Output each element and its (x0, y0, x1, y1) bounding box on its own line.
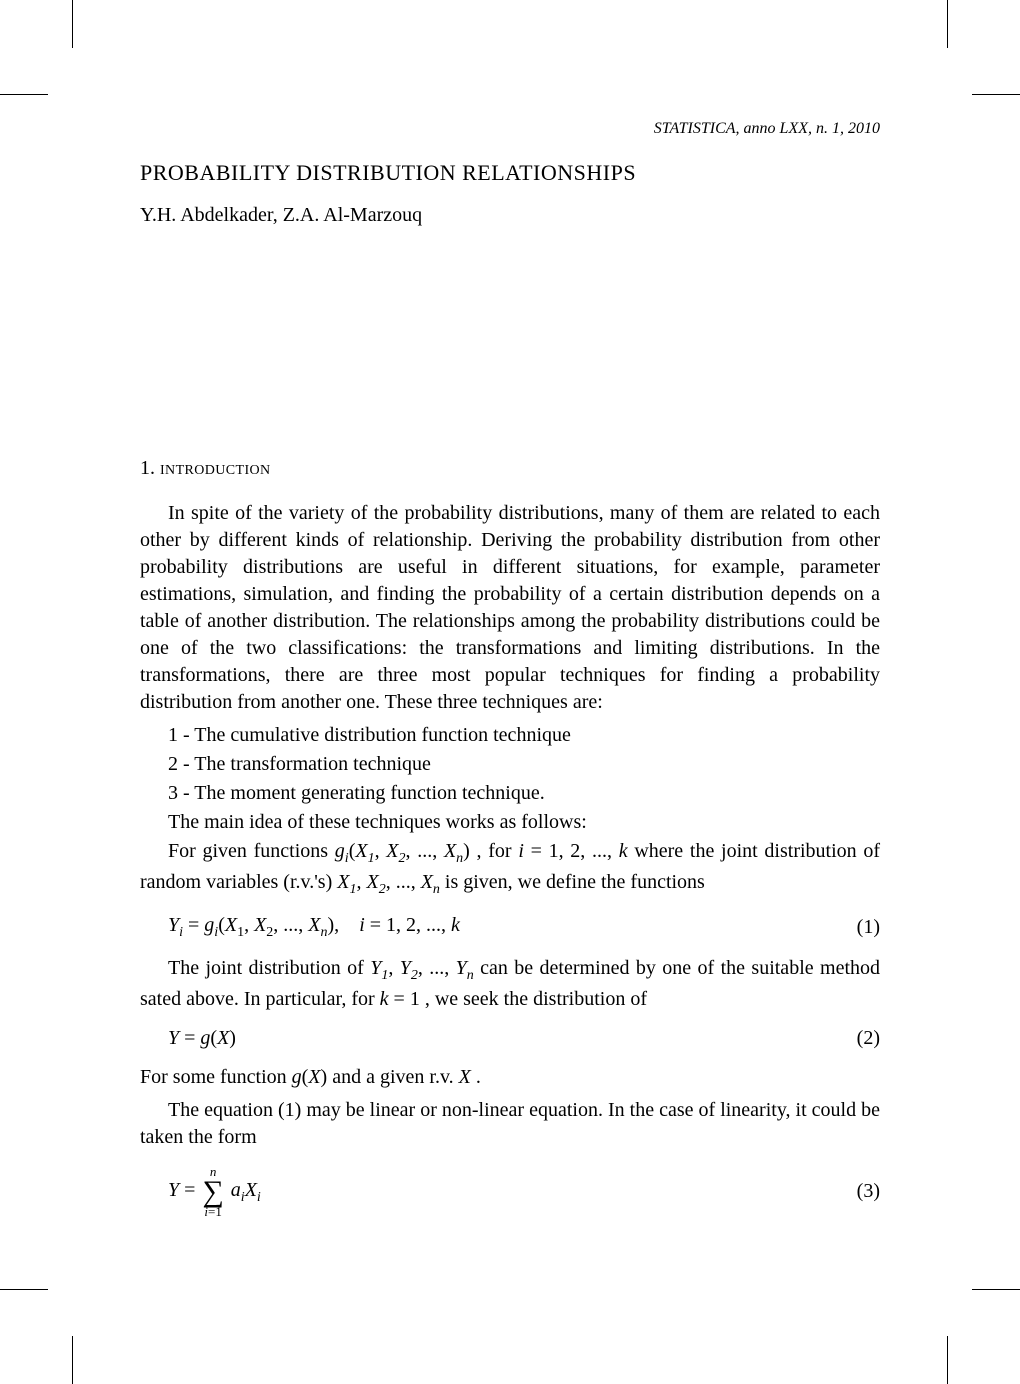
equation-ref: (1) (278, 1099, 301, 1121)
crop-mark (0, 94, 48, 95)
text-run: , we seek the distribution of (420, 988, 647, 1010)
page-content: STATISTICA, anno LXX, n. 1, 2010 PROBABI… (140, 120, 880, 1232)
text-run: For some function (140, 1066, 292, 1088)
paragraph: For some function g(X) and a given r.v. … (140, 1064, 880, 1091)
section-title: introduction (160, 457, 271, 479)
text-run: The joint distribution of (168, 957, 370, 979)
crop-mark (72, 0, 73, 48)
crop-mark (972, 94, 1020, 95)
equation-body: Yi = gi(X1, X2, ..., Xn), i = 1, 2, ...,… (140, 914, 840, 941)
text-run: and a given r.v. (327, 1066, 458, 1088)
math-inline: Y1, Y2, ..., Yn (370, 957, 474, 979)
sigma-icon: ∑ (202, 1178, 223, 1205)
math-inline: g(X) (292, 1066, 328, 1088)
text-run: . (471, 1066, 481, 1088)
equation-number: (3) (840, 1180, 880, 1203)
crop-mark (972, 1289, 1020, 1290)
equation-number: (1) (840, 916, 880, 939)
list-item: 2 - The transformation technique (140, 751, 880, 778)
crop-mark (72, 1336, 73, 1384)
paper-title: PROBABILITY DISTRIBUTION RELATIONSHIPS (140, 160, 880, 186)
paragraph: The joint distribution of Y1, Y2, ..., Y… (140, 955, 880, 1013)
paragraph: For given functions gi(X1, X2, ..., Xn) … (140, 838, 880, 900)
equation-body: Y = g(X) (140, 1027, 840, 1050)
equation-1: Yi = gi(X1, X2, ..., Xn), i = 1, 2, ...,… (140, 914, 880, 941)
text-run: is given, we define the functions (440, 871, 705, 893)
crop-mark (947, 0, 948, 48)
list-item: 3 - The moment generating function techn… (140, 780, 880, 807)
paragraph: In spite of the variety of the probabili… (140, 500, 880, 716)
section-number: 1. (140, 457, 155, 479)
paper-authors: Y.H. Abdelkader, Z.A. Al-Marzouq (140, 204, 880, 227)
sum-lower: i=1 (204, 1205, 221, 1218)
journal-reference: STATISTICA, anno LXX, n. 1, 2010 (140, 120, 880, 138)
section-heading: 1. introduction (140, 457, 880, 480)
equation-body: Y = n ∑ i=1 aiXi (140, 1165, 840, 1218)
equation-2: Y = g(X) (2) (140, 1027, 880, 1050)
math-inline: X1, X2, ..., Xn (337, 871, 440, 893)
text-run: , for (470, 840, 518, 862)
crop-mark (0, 1289, 48, 1290)
math-inline: i = 1, 2, ..., k (518, 840, 627, 862)
crop-mark (947, 1336, 948, 1384)
equation-3: Y = n ∑ i=1 aiXi (3) (140, 1165, 880, 1218)
list-item: 1 - The cumulative distribution function… (140, 722, 880, 749)
paragraph: The main idea of these techniques works … (140, 809, 880, 836)
math-inline: gi(X1, X2, ..., Xn) (335, 840, 470, 862)
equation-number: (2) (840, 1027, 880, 1050)
paragraph: The equation (1) may be linear or non-li… (140, 1097, 880, 1151)
math-inline: k = 1 (380, 988, 420, 1010)
math-inline: X (459, 1066, 471, 1088)
text-run: For given functions (168, 840, 335, 862)
summation-symbol: n ∑ i=1 (202, 1165, 223, 1218)
text-run: The equation (168, 1099, 278, 1121)
